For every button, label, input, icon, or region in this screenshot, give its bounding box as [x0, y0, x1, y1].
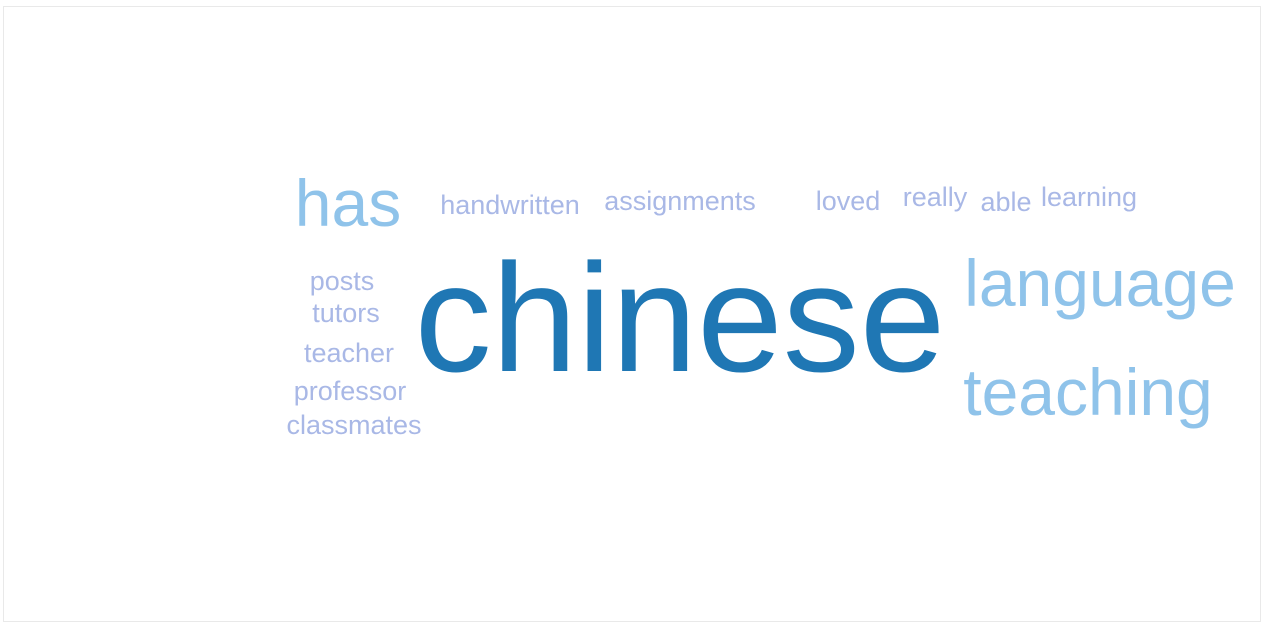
word-language: language — [964, 246, 1236, 320]
word-chinese: chinese — [415, 232, 946, 404]
word-teaching: teaching — [963, 355, 1213, 429]
word-has: has — [295, 166, 401, 240]
word-handwritten: handwritten — [440, 190, 580, 220]
word-assignments: assignments — [604, 186, 756, 216]
word-loved: loved — [816, 186, 881, 216]
word-learning: learning — [1041, 182, 1137, 212]
word-teacher: teacher — [304, 338, 394, 368]
word-professor: professor — [294, 376, 407, 406]
word-able: able — [980, 187, 1031, 217]
word-classmates: classmates — [286, 410, 421, 440]
word-really: really — [903, 182, 968, 212]
chart-frame — [3, 6, 1261, 622]
word-posts: posts — [310, 266, 375, 296]
word-tutors: tutors — [312, 298, 380, 328]
